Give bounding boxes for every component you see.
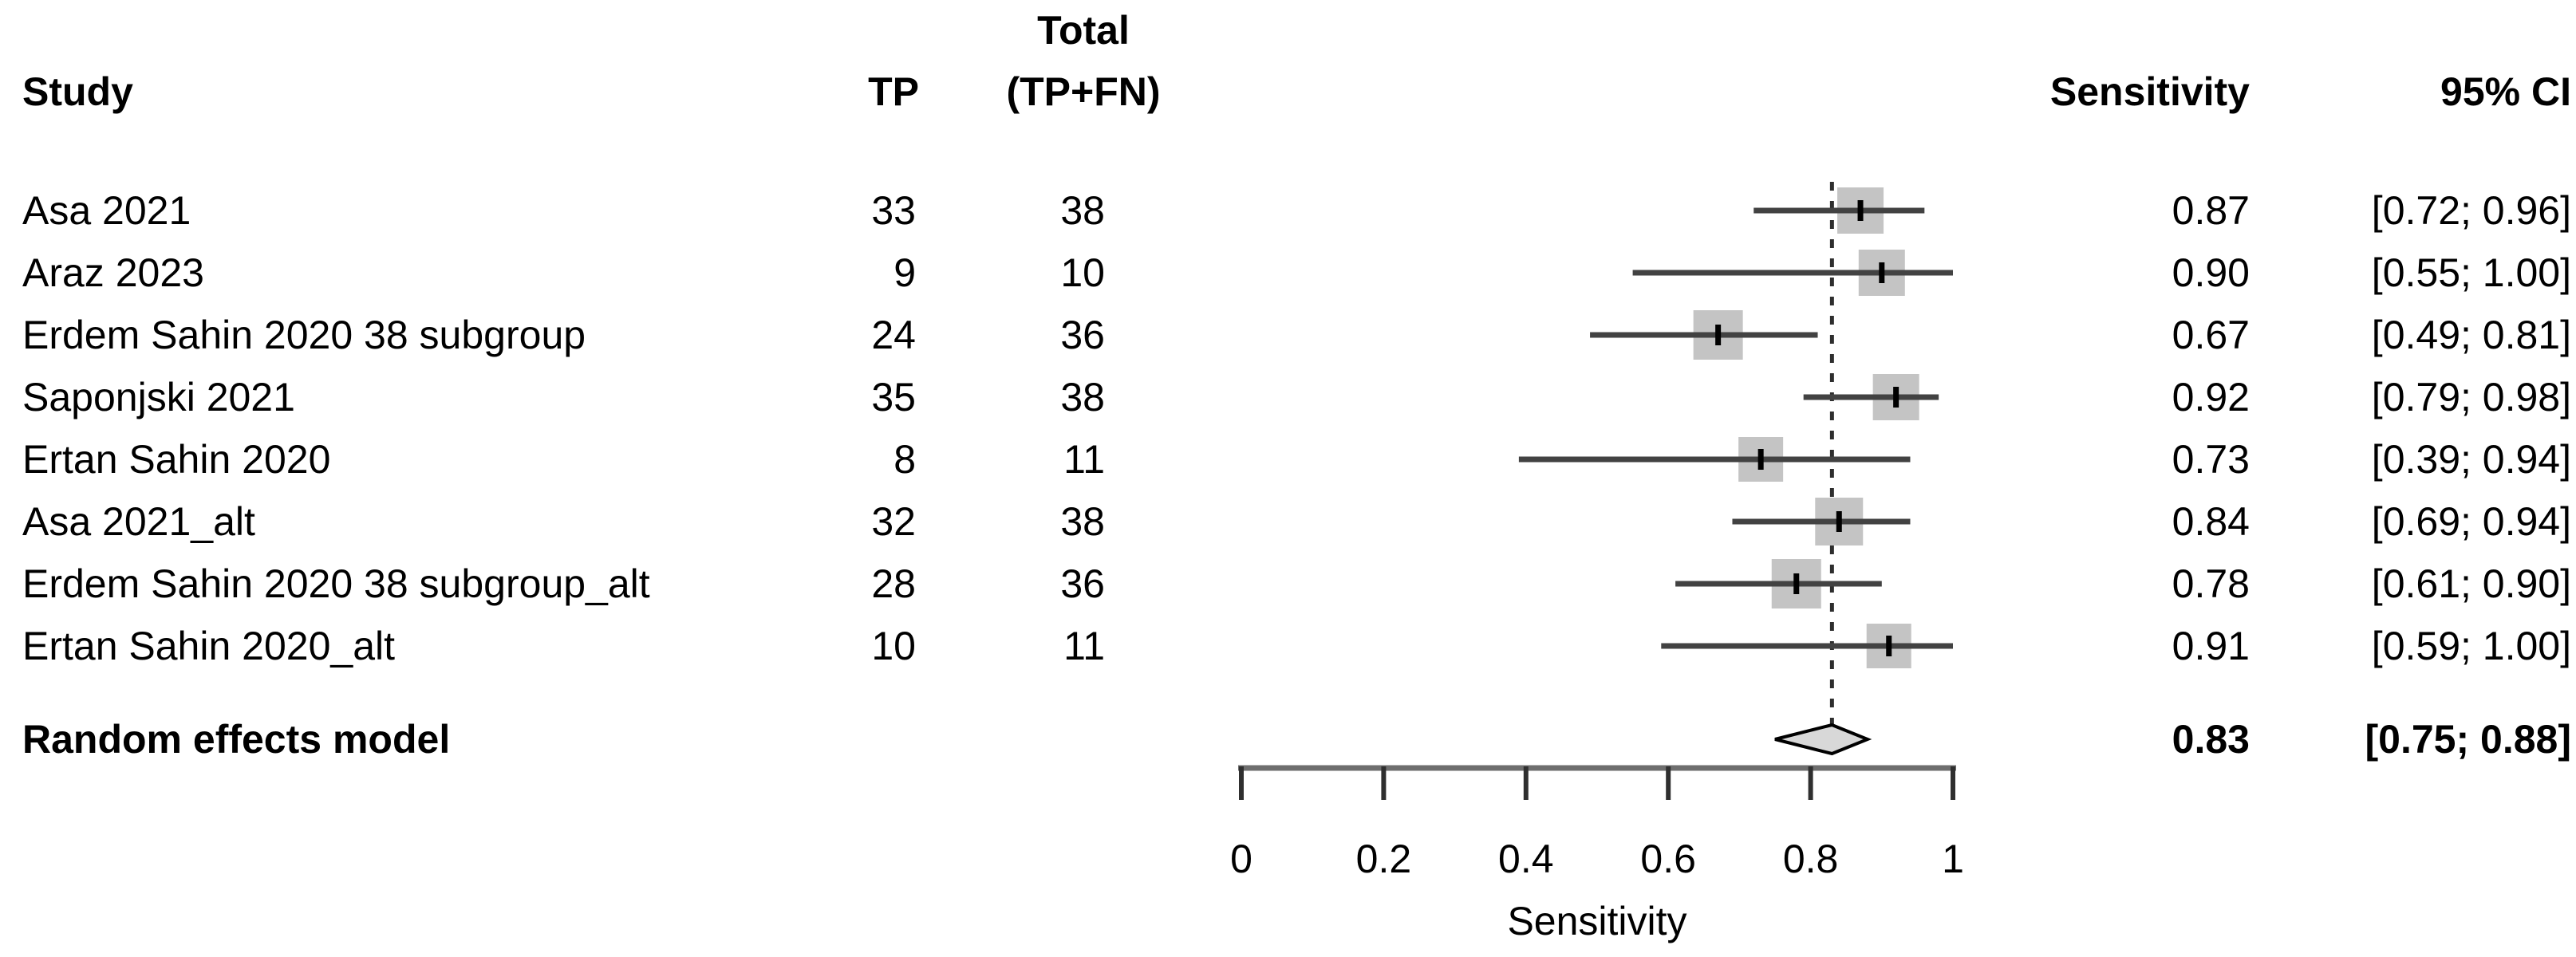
sensitivity-value: 0.78 [2172, 561, 2250, 606]
study-name: Ertan Sahin 2020 [22, 437, 331, 482]
study-name: Saponjski 2021 [22, 375, 295, 419]
study-name: Asa 2021_alt [22, 499, 255, 544]
study-name: Asa 2021 [22, 188, 191, 233]
col-header-tp: TP [868, 69, 919, 114]
col-header-total-line1: Total [1037, 8, 1130, 53]
ci-value: [0.59; 1.00] [2371, 624, 2571, 668]
total-value: 11 [1063, 437, 1105, 482]
point-estimate-tick [1715, 325, 1722, 345]
study-name: Erdem Sahin 2020 38 subgroup_alt [22, 561, 650, 606]
total-value: 38 [1060, 375, 1105, 419]
sensitivity-value: 0.91 [2172, 624, 2250, 668]
summary-sensitivity-value: 0.83 [2172, 717, 2250, 762]
tp-value: 10 [871, 624, 916, 668]
x-axis-title: Sensitivity [1507, 899, 1687, 943]
study-name: Erdem Sahin 2020 38 subgroup [22, 313, 586, 357]
tp-value: 24 [871, 313, 916, 357]
total-value: 36 [1060, 313, 1105, 357]
point-estimate-tick [1886, 636, 1892, 656]
study-name: Araz 2023 [22, 250, 204, 295]
sensitivity-value: 0.67 [2172, 313, 2250, 357]
ci-value: [0.55; 1.00] [2371, 250, 2571, 295]
tp-value: 32 [871, 499, 916, 544]
ci-value: [0.39; 0.94] [2371, 437, 2571, 482]
total-value: 38 [1060, 188, 1105, 233]
ci-value: [0.49; 0.81] [2371, 313, 2571, 357]
total-value: 36 [1060, 561, 1105, 606]
tp-value: 28 [871, 561, 916, 606]
x-axis-tick-label: 0.6 [1640, 837, 1696, 881]
total-value: 38 [1060, 499, 1105, 544]
summary-label: Random effects model [22, 717, 451, 762]
ci-value: [0.79; 0.98] [2371, 375, 2571, 419]
x-axis-tick-label: 0.2 [1355, 837, 1412, 881]
ci-value: [0.72; 0.96] [2371, 188, 2571, 233]
col-header-total-line2: (TP+FN) [1006, 69, 1161, 114]
tp-value: 35 [871, 375, 916, 419]
total-value: 10 [1060, 250, 1105, 295]
tp-value: 33 [871, 188, 916, 233]
x-axis-tick-label: 0.8 [1782, 837, 1839, 881]
point-estimate-tick [1757, 449, 1764, 470]
pooled-diamond [1774, 723, 1872, 756]
point-estimate-tick [1857, 200, 1864, 221]
col-header-ci: 95% CI [2440, 69, 2571, 114]
col-header-sensitivity: Sensitivity [2049, 69, 2250, 114]
tp-value: 8 [894, 437, 916, 482]
sensitivity-value: 0.87 [2172, 188, 2250, 233]
sensitivity-value: 0.92 [2172, 375, 2250, 419]
sensitivity-value: 0.90 [2172, 250, 2250, 295]
point-estimate-tick [1893, 387, 1899, 408]
x-axis-tick-label: 0.4 [1498, 837, 1554, 881]
point-estimate-tick [1793, 573, 1800, 594]
x-axis-tick-label: 1 [1942, 837, 1964, 881]
sensitivity-value: 0.73 [2172, 437, 2250, 482]
total-value: 11 [1063, 624, 1105, 668]
col-header-study: Study [22, 69, 133, 114]
ci-value: [0.69; 0.94] [2371, 499, 2571, 544]
study-name: Ertan Sahin 2020_alt [22, 624, 396, 668]
point-estimate-tick [1879, 262, 1885, 283]
sensitivity-value: 0.84 [2172, 499, 2250, 544]
x-axis-tick-label: 0 [1230, 837, 1252, 881]
tp-value: 9 [894, 250, 916, 295]
summary-ci-value: [0.75; 0.88] [2365, 717, 2571, 762]
point-estimate-tick [1836, 511, 1842, 532]
ci-value: [0.61; 0.90] [2371, 561, 2571, 606]
